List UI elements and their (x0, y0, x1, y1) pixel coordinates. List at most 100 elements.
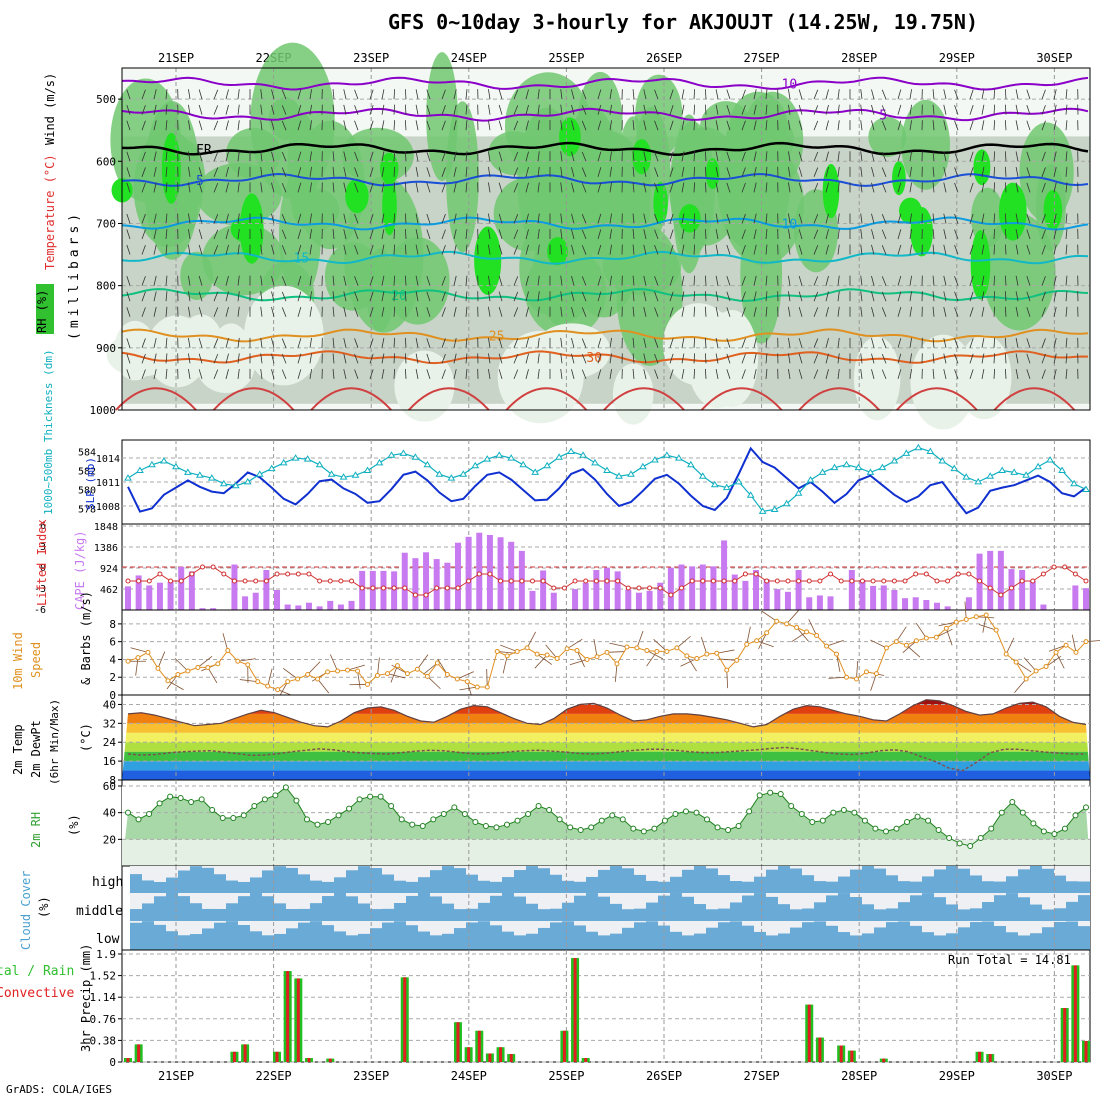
wind-barb (993, 89, 996, 100)
wind10m-barb (593, 638, 598, 657)
cloud-gap (526, 893, 538, 904)
wind-barb (498, 151, 503, 162)
wind-barb (571, 104, 575, 115)
wind-barb (415, 229, 419, 240)
thickness-point (291, 454, 300, 461)
wind-barb (415, 213, 419, 224)
cape-bar (667, 567, 674, 610)
rh2m-point (767, 789, 774, 796)
wind-barb (753, 104, 757, 115)
cape-bar (188, 571, 195, 610)
wind-barb (932, 166, 935, 177)
wind-barb (909, 337, 912, 348)
cloud-gap (322, 866, 334, 882)
wind-barb (669, 276, 674, 286)
thickness-point (267, 464, 276, 472)
wind-barb (225, 89, 229, 100)
thickness-point (207, 474, 216, 481)
wind-barb (297, 307, 302, 317)
cloud-gap (670, 866, 682, 877)
wind-barb (765, 291, 768, 302)
wind-barb (681, 120, 685, 131)
wind10m-barb (686, 655, 697, 672)
cape-bar (827, 596, 834, 610)
wind-barb (415, 353, 419, 364)
wind-barb (715, 275, 719, 286)
rh2m-point (546, 807, 553, 813)
wind-barb (537, 244, 540, 255)
wind-barb (441, 89, 446, 100)
wind-barb (715, 182, 719, 193)
rh2m-point (1051, 831, 1058, 837)
wind-barb (654, 229, 659, 240)
wind-barb (897, 182, 902, 193)
wind-barb (581, 120, 587, 131)
wind-barb (597, 104, 602, 115)
thickness-point (710, 480, 719, 488)
rh2m-point (398, 816, 405, 823)
wind-barb (404, 244, 407, 255)
wind-barb (404, 104, 407, 115)
wind-barb (260, 275, 263, 286)
wind10m-barb (902, 640, 917, 653)
thickness-point (734, 477, 743, 485)
wind-barb (260, 151, 263, 162)
wind10m-barb (167, 680, 184, 691)
rh-blob-wet (382, 177, 397, 236)
wind-barb (153, 306, 157, 317)
wind-barb (188, 244, 191, 255)
temp-band (122, 742, 1090, 752)
rh2m-point (135, 816, 142, 823)
precip-convective-bar (275, 1051, 279, 1062)
wind-barb (1026, 105, 1031, 115)
wind-barb (753, 306, 757, 317)
contour-label: 25 (489, 329, 505, 344)
wind-barb (1015, 291, 1019, 302)
wind-barb (165, 275, 168, 286)
wind-barb (271, 182, 275, 193)
cloud-gap (550, 893, 562, 909)
wind-barb (513, 245, 519, 255)
cape-bar (604, 567, 610, 610)
thickness-point (399, 449, 408, 456)
cape-bar (305, 602, 312, 610)
wind-barb (837, 291, 840, 302)
y-tick-label: 24 (103, 736, 117, 749)
y-tick-label: 1.52 (90, 970, 117, 983)
rh2m-point (388, 803, 395, 809)
cloud-axis (175, 866, 1055, 950)
thickness-point (866, 468, 875, 475)
wind-barb (969, 182, 974, 193)
wind-barb (753, 353, 757, 364)
wind-barb (393, 182, 396, 193)
cloud-gap (922, 921, 934, 933)
wind-barb (871, 151, 875, 162)
li-point (923, 571, 929, 577)
wind-barb (693, 306, 696, 317)
wind-barb (393, 337, 396, 348)
wind-barb (381, 89, 385, 100)
cloud-gap (166, 866, 178, 878)
cloud-gap (154, 921, 166, 925)
wind10m-point (175, 672, 181, 678)
wind10m-point (355, 668, 361, 674)
cloud-gap (178, 893, 190, 897)
wind-barb (488, 213, 491, 224)
y-tick-label: 0 (109, 1056, 116, 1069)
wind-barb (381, 151, 385, 162)
cloud-gap (970, 921, 982, 923)
cloud-gap (190, 893, 202, 904)
wind-barb (693, 166, 696, 177)
cloud-gap (898, 893, 910, 903)
wind-barb (309, 229, 312, 240)
wind-barb (525, 291, 529, 302)
wind10m-point (734, 657, 740, 663)
chart-title: GFS 0~10day 3-hourly for AKJOUJT (14.25W… (388, 10, 979, 34)
wind-barb (897, 120, 902, 131)
wind-barb (571, 229, 575, 240)
cloud-gap (706, 866, 718, 869)
wind-barb (260, 229, 263, 240)
wind-barb (788, 337, 791, 348)
wind-barb (513, 167, 519, 177)
wind10m-point (784, 621, 790, 627)
